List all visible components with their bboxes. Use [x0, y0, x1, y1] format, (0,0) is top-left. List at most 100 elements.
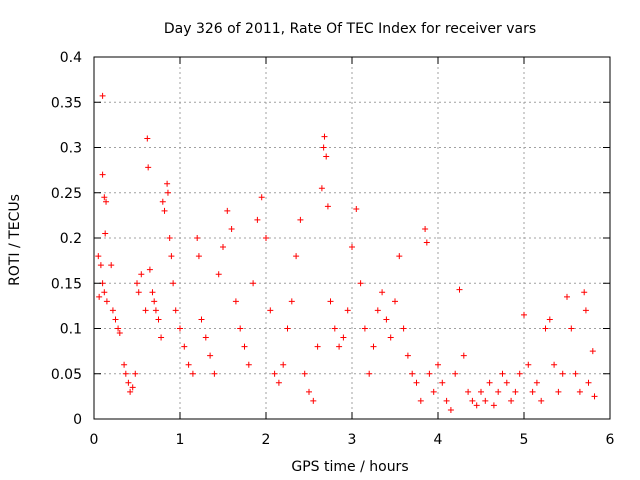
data-point — [115, 325, 122, 332]
data-point — [555, 388, 562, 395]
data-point — [102, 230, 109, 237]
data-point — [181, 343, 188, 350]
data-point — [413, 379, 420, 386]
data-point — [585, 379, 592, 386]
data-point — [164, 189, 171, 196]
data-point — [564, 293, 570, 300]
data-point — [344, 307, 351, 314]
data-point — [452, 370, 459, 377]
data-point — [228, 225, 235, 232]
data-point — [439, 379, 446, 386]
data-point — [331, 325, 338, 332]
data-point — [366, 370, 373, 377]
data-point — [478, 388, 484, 395]
data-point — [211, 370, 218, 377]
data-point — [503, 379, 510, 386]
data-point — [101, 194, 108, 201]
data-point — [469, 397, 476, 404]
axis-ticks — [93, 56, 611, 420]
data-point — [379, 289, 386, 296]
data-point — [132, 370, 139, 377]
data-point — [170, 280, 177, 287]
data-point — [499, 370, 506, 377]
data-point — [301, 370, 308, 377]
data-point — [241, 343, 248, 350]
data-point — [525, 361, 532, 368]
data-point — [207, 352, 214, 359]
data-point — [159, 198, 166, 205]
data-point — [516, 370, 523, 377]
data-point — [546, 316, 553, 323]
data-point — [103, 298, 110, 305]
data-point — [258, 194, 265, 201]
y-tick-label: 0.3 — [60, 141, 82, 157]
data-point — [288, 298, 295, 305]
data-point — [149, 289, 156, 296]
y-tick-labels: 0 0.05 0.1 0.15 0.2 0.25 0.3 0.35 0.4 — [51, 50, 82, 428]
data-point — [195, 253, 202, 260]
data-point — [152, 307, 159, 314]
data-point — [202, 334, 209, 341]
data-point — [349, 244, 355, 251]
data-point — [482, 397, 489, 404]
data-point — [168, 253, 175, 260]
data-point — [581, 289, 588, 296]
data-point — [576, 388, 583, 395]
data-point — [538, 397, 545, 404]
data-point — [220, 244, 226, 251]
data-point — [116, 330, 123, 337]
x-tick-label: 4 — [434, 432, 443, 448]
data-point — [582, 307, 589, 314]
data-point — [589, 348, 596, 355]
data-point — [324, 203, 331, 210]
data-point — [232, 298, 239, 305]
y-tick-label: 0.4 — [60, 50, 82, 66]
data-point — [568, 325, 575, 332]
data-point — [542, 325, 549, 332]
data-point — [551, 361, 558, 368]
data-point — [284, 325, 291, 332]
data-point — [127, 388, 134, 395]
y-axis-label: ROTI / TECUs — [7, 194, 23, 286]
data-point — [353, 206, 360, 213]
x-tick-label: 1 — [176, 432, 185, 448]
data-point — [166, 235, 173, 241]
data-point — [95, 253, 102, 260]
data-point — [145, 164, 152, 171]
data-point — [189, 370, 196, 377]
data-point — [310, 397, 317, 404]
data-point — [112, 316, 119, 323]
data-point — [271, 370, 278, 377]
data-point — [250, 280, 257, 287]
data-point — [177, 325, 183, 332]
data-point — [400, 325, 407, 332]
data-point — [318, 185, 325, 192]
data-point — [357, 280, 364, 287]
data-point — [254, 216, 261, 223]
data-point — [456, 286, 463, 293]
data-point — [383, 316, 390, 323]
y-tick-label: 0.25 — [51, 186, 82, 202]
x-axis-label: GPS time / hours — [291, 459, 408, 475]
data-point — [327, 298, 334, 305]
data-point — [392, 298, 398, 305]
data-point — [161, 207, 168, 214]
data-point — [426, 370, 433, 377]
data-point — [486, 379, 493, 386]
data-point — [158, 334, 165, 341]
data-point — [280, 361, 287, 368]
data-point — [101, 289, 108, 296]
data-point — [122, 370, 129, 377]
data-point — [275, 379, 282, 386]
data-point — [267, 307, 274, 314]
data-point — [370, 343, 377, 350]
data-point — [591, 393, 598, 400]
data-point — [340, 334, 347, 341]
data-point — [237, 325, 244, 332]
x-tick-label: 6 — [606, 432, 615, 448]
data-point — [361, 325, 368, 332]
data-point — [96, 293, 103, 300]
y-tick-label: 0.35 — [51, 95, 82, 111]
x-tick-label: 5 — [520, 432, 529, 448]
data-point — [374, 307, 381, 314]
